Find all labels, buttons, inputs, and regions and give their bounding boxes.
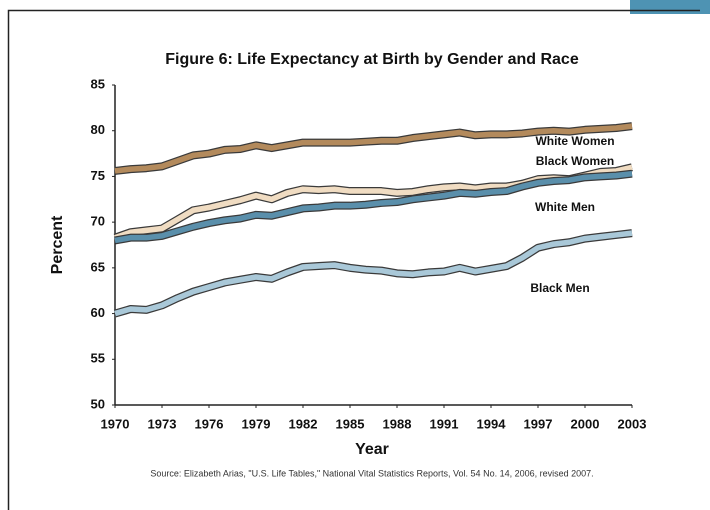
y-tick-label: 65 bbox=[91, 259, 105, 274]
x-tick-label: 1994 bbox=[477, 416, 507, 431]
x-tick-label: 1979 bbox=[242, 416, 271, 431]
x-tick-label: 1991 bbox=[430, 416, 459, 431]
y-tick-label: 50 bbox=[91, 396, 105, 411]
y-axis-label: Percent bbox=[49, 215, 66, 274]
y-tick-label: 70 bbox=[91, 214, 105, 229]
chart-title: Figure 6: Life Expectancy at Birth by Ge… bbox=[165, 51, 579, 68]
series-line bbox=[114, 230, 633, 317]
frame bbox=[7, 9, 700, 510]
source-note: Source: Elizabeth Arias, "U.S. Life Tabl… bbox=[150, 468, 593, 478]
x-tick-label: 1988 bbox=[383, 416, 412, 431]
x-tick-label: 1970 bbox=[101, 416, 130, 431]
y-tick-label: 75 bbox=[91, 168, 105, 183]
series-line bbox=[114, 170, 633, 244]
y-tick-label: 60 bbox=[91, 305, 105, 320]
x-tick-label: 1976 bbox=[195, 416, 224, 431]
series-label: Black Women bbox=[536, 154, 614, 168]
y-tick-label: 55 bbox=[91, 351, 105, 366]
x-tick-label: 1985 bbox=[336, 416, 365, 431]
x-axis-label: Year bbox=[355, 441, 389, 458]
x-tick-label: 1997 bbox=[524, 416, 553, 431]
y-tick-label: 85 bbox=[91, 76, 105, 91]
series-label: White Men bbox=[535, 200, 595, 214]
x-tick-label: 2000 bbox=[571, 416, 600, 431]
x-tick-label: 1982 bbox=[289, 416, 318, 431]
series-label: Black Men bbox=[530, 281, 589, 295]
series-line bbox=[114, 123, 633, 174]
x-tick-label: 1973 bbox=[148, 416, 177, 431]
corner-tab bbox=[630, 0, 710, 14]
x-tick-label: 2003 bbox=[618, 416, 647, 431]
series-label: White Women bbox=[535, 134, 614, 148]
y-tick-label: 80 bbox=[91, 122, 105, 137]
